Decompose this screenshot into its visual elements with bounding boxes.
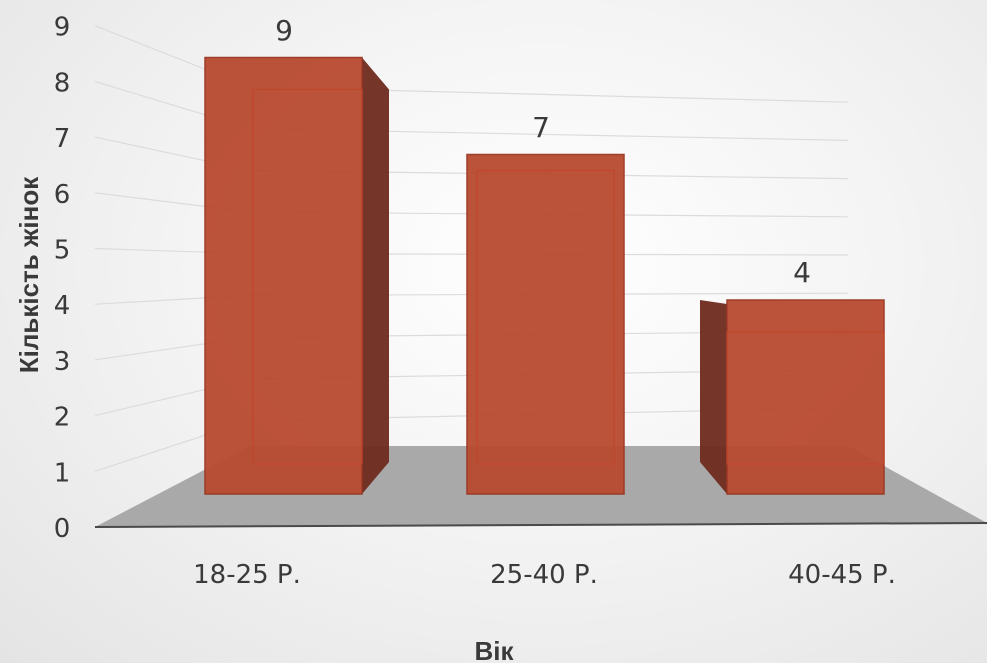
x-axis-line: [94, 522, 987, 528]
x-axis-label: Вік: [474, 636, 514, 663]
y-tick-label: 3: [54, 347, 71, 377]
y-tick-label: 5: [54, 236, 71, 266]
bar: [700, 299, 885, 495]
bar: [466, 153, 625, 495]
y-tick-label: 7: [54, 124, 71, 154]
y-tick-label: 2: [54, 403, 71, 433]
x-tick-label: 40-45 Р.: [788, 560, 896, 590]
x-tick-label: 18-25 Р.: [193, 560, 301, 590]
x-tick-label: 25-40 Р.: [490, 560, 598, 590]
y-tick-label: 1: [54, 458, 71, 488]
y-tick-label: 4: [54, 291, 71, 321]
data-label: 9: [275, 14, 293, 47]
y-tick-label: 8: [54, 68, 71, 98]
y-tick-label: 0: [54, 514, 71, 544]
bar: [204, 56, 389, 495]
data-label: 7: [532, 111, 550, 144]
bars: [204, 56, 885, 495]
y-tick-label: 6: [54, 180, 71, 210]
data-labels: 9 7 4: [275, 14, 811, 289]
x-axis-ticks: 18-25 Р. 25-40 Р. 40-45 Р.: [193, 560, 896, 590]
data-label: 4: [793, 256, 811, 289]
y-axis-ticks: 0 1 2 3 4 5 6 7 8 9: [54, 13, 71, 544]
y-tick-label: 9: [54, 13, 71, 43]
y-axis-label: Кількість жінок: [14, 176, 44, 373]
